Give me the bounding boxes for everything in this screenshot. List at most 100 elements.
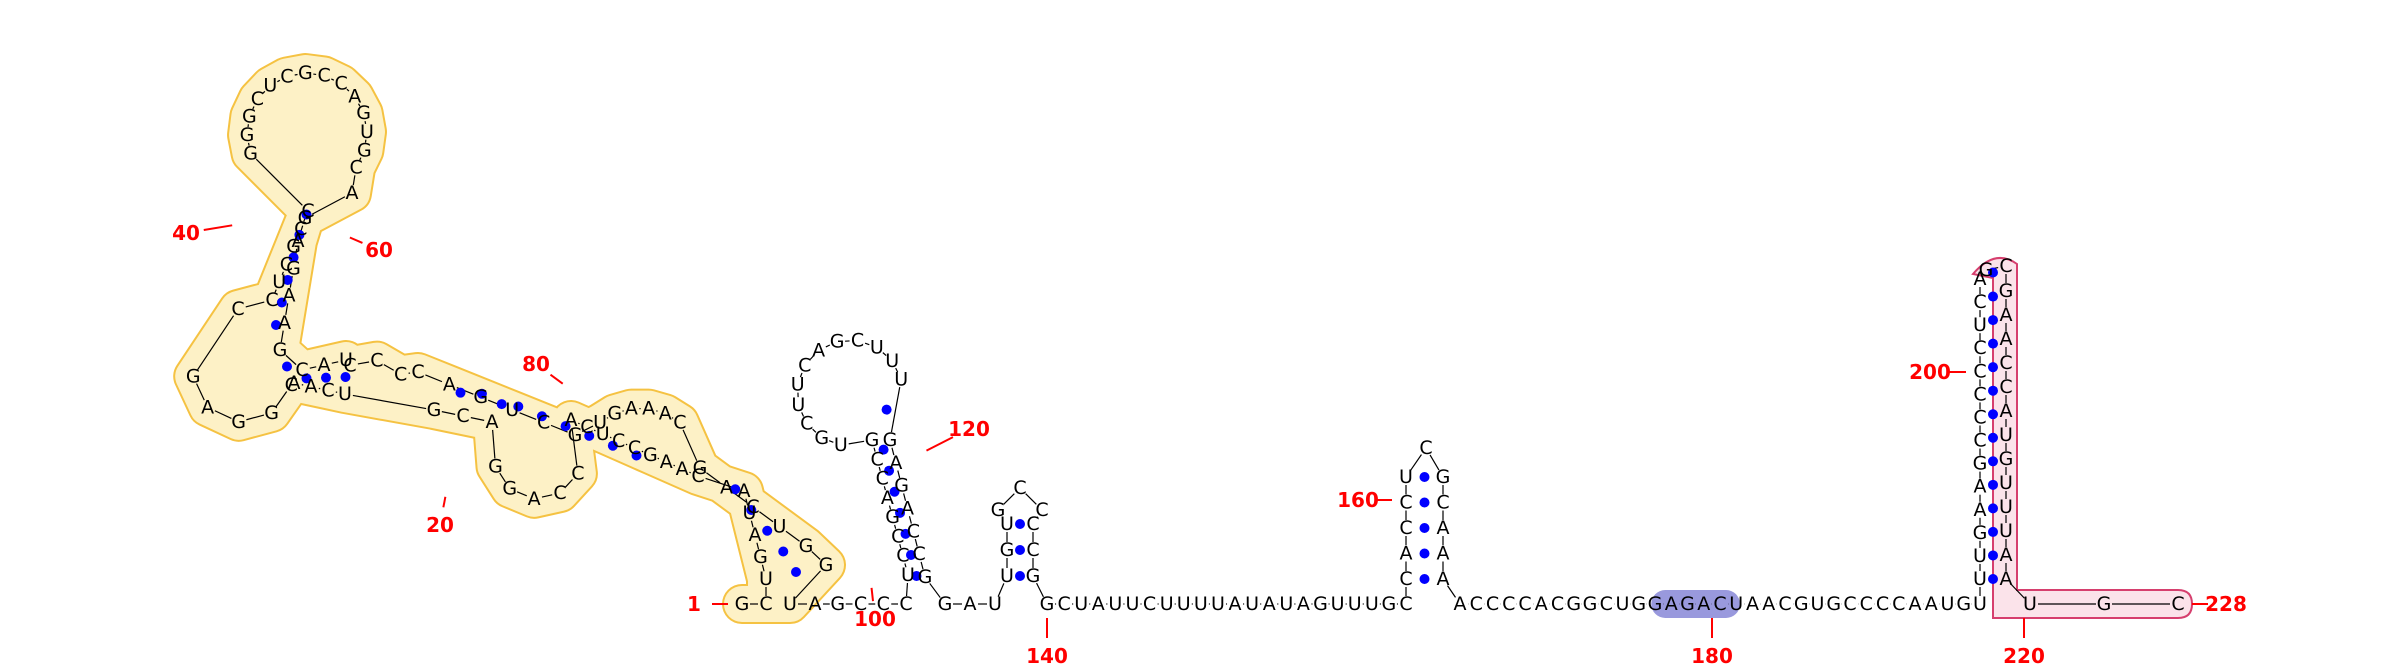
nucleotide-189: C — [1860, 593, 1873, 615]
nucleotide-179: A — [1697, 593, 1710, 615]
nucleotide-79: C — [673, 412, 686, 434]
base-pair-dot — [762, 526, 772, 536]
nucleotide-201: A — [1974, 476, 1987, 498]
nucleotide-58: G — [286, 257, 301, 279]
nucleotide-214: A — [2000, 304, 2013, 326]
nucleotide-133: U — [1074, 593, 1088, 615]
nucleotide-129: C — [1026, 539, 1039, 561]
base-pair-dot — [1988, 433, 1998, 443]
nucleotide-225: A — [2000, 568, 2013, 590]
position-label-40: 40 — [172, 221, 200, 245]
nucleotide-132: C — [1057, 593, 1070, 615]
base-pair-dot — [1988, 503, 1998, 513]
backbone-bond — [865, 343, 869, 344]
nucleotide-135: U — [1108, 593, 1122, 615]
nucleotide-70: G — [473, 386, 488, 408]
position-label-200: 200 — [1909, 360, 1951, 384]
nucleotide-22: A — [486, 411, 499, 433]
nucleotide-119: G — [938, 593, 953, 615]
nucleotide-69: A — [443, 374, 456, 396]
nucleotide-224: A — [2000, 544, 2013, 566]
nucleotide-115: A — [901, 498, 914, 520]
nucleotide-196: U — [1973, 593, 1987, 615]
nucleotide-63: A — [318, 354, 331, 376]
nucleotide-169: A — [1535, 593, 1548, 615]
nucleotide-223: U — [1999, 520, 2013, 542]
nucleotide-219: U — [1999, 424, 2013, 446]
nucleotide-91: C — [899, 593, 912, 615]
nucleotide-159: G — [1436, 466, 1451, 488]
position-tick-80 — [550, 375, 562, 384]
base-pair-dot — [1988, 574, 1998, 584]
nucleotide-48: C — [317, 64, 330, 86]
base-pair-dot — [1420, 523, 1430, 533]
nucleotide-95: G — [885, 506, 900, 528]
position-tick-40 — [204, 225, 232, 230]
nucleotide-154: A — [1400, 543, 1413, 565]
nucleotide-9: A — [676, 458, 689, 480]
nucleotide-2: C — [759, 593, 772, 615]
base-pair-dot — [1015, 571, 1025, 581]
nucleotide-125: G — [991, 499, 1006, 521]
nucleotide-191: C — [1892, 593, 1905, 615]
nucleotide-176: G — [1648, 593, 1663, 615]
nucleotide-184: C — [1778, 593, 1791, 615]
base-pair-dot — [282, 362, 292, 372]
base-pair-dot — [791, 567, 801, 577]
nucleotide-103: U — [791, 394, 805, 416]
nucleotide-75: G — [607, 402, 622, 424]
nucleotide-3: U — [759, 568, 773, 590]
position-label-180: 180 — [1691, 644, 1733, 667]
nucleotide-82: C — [746, 496, 759, 518]
nucleotide-207: C — [1973, 337, 1986, 359]
nucleotide-180: C — [1713, 593, 1726, 615]
nucleotide-94: C — [891, 525, 904, 547]
nucleotide-120: A — [964, 593, 977, 615]
nucleotide-114: G — [894, 475, 909, 497]
nucleotide-216: C — [1999, 352, 2012, 374]
nucleotide-77: A — [642, 398, 655, 420]
nucleotide-112: G — [883, 429, 898, 451]
nucleotide-168: C — [1518, 593, 1531, 615]
nucleotide-21: G — [488, 455, 503, 477]
nucleotide-68: C — [411, 361, 424, 383]
nucleotide-139: U — [1177, 593, 1191, 615]
nucleotide-78: A — [659, 402, 672, 424]
nucleotide-204: C — [1973, 406, 1986, 428]
nucleotide-31: G — [231, 411, 246, 433]
nucleotide-20: G — [502, 478, 517, 500]
nucleotide-117: C — [913, 543, 926, 565]
nucleotide-148: U — [1331, 593, 1345, 615]
nucleotide-136: U — [1126, 593, 1140, 615]
nucleotide-122: U — [1000, 565, 1014, 587]
base-pair-dot — [882, 405, 892, 415]
position-label-60: 60 — [365, 238, 393, 262]
nucleotide-197: U — [1973, 568, 1987, 590]
nucleotide-145: U — [1279, 593, 1293, 615]
nucleotide-57: A — [292, 230, 305, 252]
nucleotide-171: G — [1566, 593, 1581, 615]
base-pair-dot — [1988, 480, 1998, 490]
nucleotide-221: U — [1999, 472, 2013, 494]
nucleotide-86: U — [783, 593, 797, 615]
nucleotide-213: G — [1999, 280, 2014, 302]
highlight-layer — [193, 73, 2192, 618]
nucleotide-162: A — [1437, 543, 1450, 565]
nucleotide-222: U — [1999, 496, 2013, 518]
nucleotide-167: C — [1502, 593, 1515, 615]
nucleotide-185: G — [1794, 593, 1809, 615]
nucleotide-106: A — [812, 339, 825, 361]
nucleotide-157: U — [1399, 466, 1413, 488]
nucleotide-220: G — [1999, 448, 2014, 470]
nucleotide-116: C — [907, 520, 920, 542]
base-pair-dot — [1420, 549, 1430, 559]
nucleotide-200: A — [1974, 499, 1987, 521]
base-pair-dot — [1988, 362, 1998, 372]
nucleotide-208: U — [1973, 314, 1987, 336]
nucleotide-203: C — [1973, 430, 1986, 452]
nucleotide-4: G — [753, 546, 768, 568]
nucleotide-74: U — [593, 412, 607, 434]
nucleotide-66: C — [370, 350, 383, 372]
nucleotide-131: G — [1040, 593, 1055, 615]
